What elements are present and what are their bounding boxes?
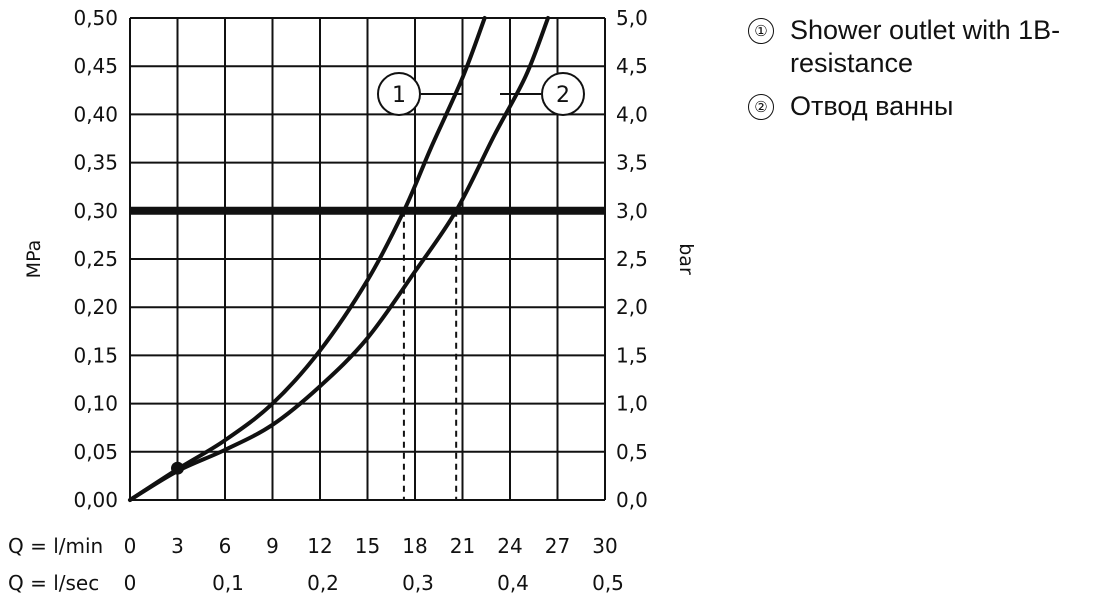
x-primary-tick-label: 27	[545, 534, 570, 558]
grid	[129, 17, 606, 501]
x-secondary-tick-label: 0,1	[212, 571, 244, 595]
legend-item-1: ① Shower outlet with 1B-resistance	[748, 14, 1108, 80]
y-right-tick-label: 0,0	[616, 488, 648, 512]
x-axis-secondary-title: Q = l/sec	[8, 571, 99, 595]
y-right-tick-label: 1,0	[616, 392, 648, 416]
x-primary-tick-label: 3	[171, 534, 184, 558]
legend-label-2: Отвод ванны	[790, 91, 954, 121]
callout-circle-2	[541, 72, 585, 116]
x-primary-tick-label: 21	[450, 534, 475, 558]
y-right-tick-label: 1,5	[616, 343, 648, 367]
y-right-tick-label: 2,5	[616, 247, 648, 271]
callout-label-2: 2	[556, 83, 570, 108]
callout-circle-1	[377, 72, 421, 116]
x-primary-tick-label: 30	[592, 534, 617, 558]
series-line-2	[128, 16, 550, 502]
y-right-tick-label: 3,0	[616, 199, 648, 223]
y-right-tick-label: 2,0	[616, 295, 648, 319]
x-primary-tick-label: 24	[497, 534, 522, 558]
y-left-tick-label: 0,20	[73, 295, 118, 319]
y-right-tick-label: 4,0	[616, 102, 648, 126]
y-left-tick-label: 0,50	[73, 6, 118, 30]
drop-lines	[402, 210, 458, 500]
y-left-tick-label: 0,45	[73, 54, 118, 78]
x-primary-tick-label: 18	[402, 534, 427, 558]
y-left-tick-label: 0,35	[73, 151, 118, 175]
x-primary-tick-label: 15	[355, 534, 380, 558]
y-left-tick-label: 0,40	[73, 102, 118, 126]
tick-labels: 0,000,050,100,150,200,250,300,350,400,45…	[73, 6, 647, 595]
y-left-tick-label: 0,05	[73, 440, 118, 464]
x-secondary-tick-label: 0,2	[307, 571, 339, 595]
y-left-tick-label: 0,00	[73, 488, 118, 512]
y-right-tick-label: 4,5	[616, 54, 648, 78]
marker-point	[171, 461, 184, 475]
series-lines	[128, 16, 550, 502]
legend: ① Shower outlet with 1B-resistance ② Отв…	[748, 14, 1108, 133]
y-left-tick-label: 0,25	[73, 247, 118, 271]
x-secondary-tick-label: 0,4	[497, 571, 529, 595]
x-primary-tick-label: 0	[124, 534, 137, 558]
legend-marker-1: ①	[748, 18, 774, 44]
legend-marker-2: ②	[748, 94, 774, 120]
series-line-1	[128, 16, 487, 502]
y-left-tick-label: 0,15	[73, 343, 118, 367]
y-axis-left-title: MPa	[23, 240, 45, 279]
callout-label-1: 1	[392, 83, 406, 108]
legend-item-2: ② Отвод ванны	[748, 90, 1108, 123]
x-axis-primary-title: Q = l/min	[8, 534, 103, 558]
legend-label-1: Shower outlet with 1B-resistance	[790, 15, 1061, 78]
y-right-tick-label: 0,5	[616, 440, 648, 464]
x-secondary-tick-label: 0	[124, 571, 137, 595]
x-secondary-tick-label: 0,5	[592, 571, 624, 595]
x-primary-tick-label: 9	[266, 534, 279, 558]
y-right-tick-label: 3,5	[616, 151, 648, 175]
y-axis-right-title: bar	[675, 243, 697, 275]
y-left-tick-label: 0,10	[73, 392, 118, 416]
x-primary-tick-label: 6	[219, 534, 232, 558]
y-left-tick-label: 0,30	[73, 199, 118, 223]
y-right-tick-label: 5,0	[616, 6, 648, 30]
x-secondary-tick-label: 0,3	[402, 571, 434, 595]
x-primary-tick-label: 12	[307, 534, 332, 558]
